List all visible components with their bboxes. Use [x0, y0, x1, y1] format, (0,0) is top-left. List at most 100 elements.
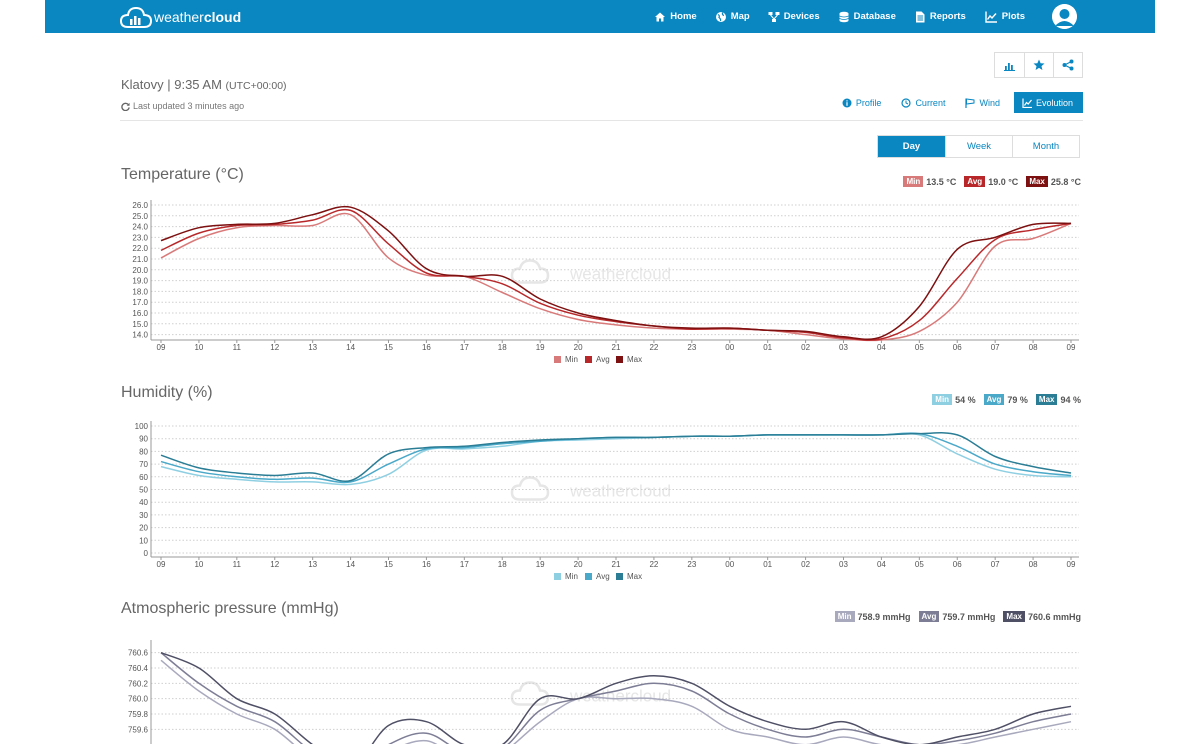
- x-tick-label: 01: [763, 560, 772, 569]
- watermark-cloud-icon: [510, 476, 550, 501]
- watermark-cloud-icon: [510, 259, 550, 284]
- watermark-text: weathercloud: [569, 482, 671, 501]
- x-tick-label: 23: [687, 343, 696, 352]
- y-tick-label: 760.6: [128, 649, 149, 658]
- station-timezone: (UTC+00:00): [225, 80, 287, 92]
- series-line-avg[interactable]: [160, 652, 1072, 744]
- logo-text-cloud: cloud: [203, 9, 242, 25]
- x-tick-label: 02: [801, 343, 810, 352]
- info-icon: [842, 98, 852, 107]
- x-tick-label: 16: [422, 343, 431, 352]
- x-tick-label: 21: [612, 560, 621, 569]
- legend-swatch-min[interactable]: [554, 573, 561, 580]
- pressure-summary: Min 758.9 mmHg Avg 759.7 mmHg Max 760.6 mmHg: [827, 611, 1081, 622]
- y-tick-label: 80: [139, 447, 148, 456]
- share-button[interactable]: [1053, 53, 1082, 77]
- series-line-min[interactable]: [160, 659, 1072, 744]
- legend-swatch-avg[interactable]: [585, 356, 592, 363]
- y-tick-label: 16.0: [132, 309, 148, 318]
- y-tick-label: 50: [139, 486, 148, 495]
- legend-swatch-max[interactable]: [616, 356, 623, 363]
- last-updated-text: Last updated 3 minutes ago: [133, 101, 245, 111]
- stats-button[interactable]: [995, 53, 1024, 77]
- legend-swatch-avg[interactable]: [585, 573, 592, 580]
- y-tick-label: 22.0: [132, 244, 148, 253]
- x-tick-label: 11: [233, 343, 242, 352]
- summary-value-min: 13.5 °C: [926, 176, 957, 187]
- favorite-button[interactable]: [1024, 53, 1053, 77]
- humidity-title: Humidity (%): [121, 384, 213, 401]
- user-avatar[interactable]: [1052, 4, 1077, 29]
- database-icon: [838, 11, 849, 22]
- x-tick-label: 14: [346, 343, 355, 352]
- x-tick-label: 10: [194, 560, 203, 569]
- series-line-avg[interactable]: [160, 208, 1072, 341]
- legend-label-max[interactable]: Max: [627, 572, 642, 581]
- series-line-max[interactable]: [160, 432, 1072, 482]
- header-divider: [120, 120, 1083, 121]
- series-line-min[interactable]: [160, 432, 1072, 486]
- series-line-max[interactable]: [160, 205, 1072, 340]
- y-tick-label: 100: [135, 422, 149, 431]
- legend-label-max[interactable]: Max: [627, 355, 642, 364]
- legend-label-avg[interactable]: Avg: [596, 572, 610, 581]
- x-tick-label: 10: [194, 343, 203, 352]
- subnav-profile[interactable]: Profile: [836, 92, 888, 113]
- summary-tag-max: Max: [1026, 176, 1048, 187]
- legend-swatch-min[interactable]: [554, 356, 561, 363]
- period-month-button[interactable]: Month: [1012, 136, 1079, 157]
- subnav-label: Evolution: [1035, 97, 1073, 108]
- watermark-text: weathercloud: [569, 687, 671, 706]
- y-tick-label: 20.0: [132, 266, 148, 275]
- x-tick-label: 20: [574, 560, 583, 569]
- series-line-max[interactable]: [160, 651, 1072, 744]
- x-tick-label: 18: [498, 560, 507, 569]
- line-chart-icon: [1022, 98, 1032, 108]
- summary-tag-min: Min: [903, 176, 924, 187]
- x-tick-label: 21: [612, 343, 621, 352]
- series-line-min[interactable]: [160, 212, 1072, 342]
- y-tick-label: 17.0: [132, 298, 148, 307]
- nav-devices[interactable]: Devices: [768, 11, 820, 23]
- nav-label: Home: [670, 11, 697, 22]
- y-tick-label: 21.0: [132, 255, 148, 264]
- x-tick-label: 04: [877, 560, 886, 569]
- share-icon: [1062, 59, 1074, 71]
- nav-map[interactable]: Map: [715, 11, 750, 23]
- x-tick-label: 03: [839, 560, 848, 569]
- legend-swatch-max[interactable]: [616, 573, 623, 580]
- subnav-evolution[interactable]: Evolution: [1013, 92, 1083, 113]
- legend-label-min[interactable]: Min: [565, 355, 578, 364]
- subnav-label: Wind: [979, 97, 1000, 108]
- period-day-button[interactable]: Day: [878, 136, 945, 157]
- watermark-text: weathercloud: [569, 265, 671, 284]
- humidity-summary: Min 54 % Avg 79 % Max 94 %: [924, 394, 1081, 405]
- x-tick-label: 23: [687, 560, 696, 569]
- nav-home[interactable]: Home: [654, 11, 697, 23]
- subnav-wind[interactable]: Wind: [959, 92, 1006, 113]
- x-tick-label: 13: [308, 343, 317, 352]
- weathercloud-logo[interactable]: weather cloud: [120, 5, 241, 29]
- x-tick-label: 02: [801, 560, 810, 569]
- last-updated: Last updated 3 minutes ago: [121, 101, 244, 111]
- nav-reports[interactable]: Reports: [914, 11, 966, 23]
- x-tick-label: 03: [839, 343, 848, 352]
- y-tick-label: 10: [139, 536, 148, 545]
- plots-icon: [985, 11, 997, 23]
- nav-database[interactable]: Database: [838, 11, 896, 23]
- nav-label: Database: [853, 11, 896, 22]
- y-tick-label: 90: [139, 435, 148, 444]
- summary-value-max: 94 %: [1060, 394, 1081, 405]
- legend-label-min[interactable]: Min: [565, 572, 578, 581]
- legend-label-avg[interactable]: Avg: [596, 355, 610, 364]
- subnav-label: Current: [915, 97, 946, 108]
- period-selector: Day Week Month: [877, 135, 1080, 158]
- period-week-button[interactable]: Week: [945, 136, 1012, 157]
- nav-plots[interactable]: Plots: [984, 11, 1025, 23]
- y-tick-label: 70: [139, 460, 148, 469]
- x-tick-label: 12: [270, 560, 279, 569]
- x-tick-label: 09: [157, 560, 166, 569]
- subnav-label: Profile: [855, 97, 882, 108]
- subnav-current[interactable]: Current: [895, 92, 951, 113]
